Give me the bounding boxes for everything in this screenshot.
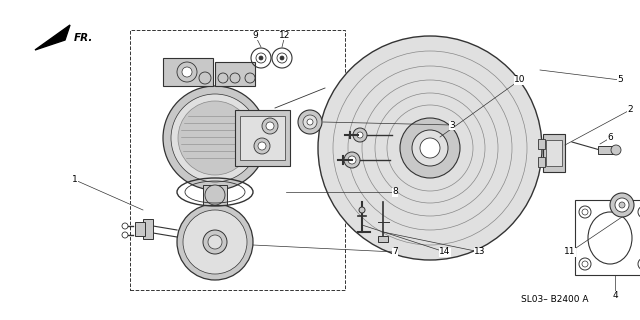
Circle shape	[280, 56, 284, 60]
Circle shape	[199, 72, 211, 84]
Circle shape	[163, 86, 267, 190]
Text: 8: 8	[392, 188, 398, 196]
Circle shape	[205, 185, 225, 205]
Bar	[538, 139, 545, 149]
Text: 5: 5	[617, 76, 623, 84]
Circle shape	[177, 204, 253, 280]
Circle shape	[400, 118, 460, 178]
Bar	[546, 140, 562, 166]
Text: 10: 10	[515, 76, 525, 84]
Circle shape	[582, 209, 588, 215]
Circle shape	[638, 258, 640, 270]
Bar	[130, 30, 345, 290]
Circle shape	[344, 152, 360, 168]
Text: 2: 2	[627, 106, 633, 115]
Bar	[538, 157, 545, 167]
Text: 6: 6	[607, 133, 613, 142]
Ellipse shape	[588, 212, 632, 264]
Circle shape	[258, 142, 266, 150]
Polygon shape	[35, 25, 70, 50]
Circle shape	[611, 145, 621, 155]
Bar	[135, 222, 145, 236]
Circle shape	[122, 232, 128, 238]
Bar	[598, 146, 616, 154]
Circle shape	[412, 130, 448, 166]
Circle shape	[615, 198, 629, 212]
Bar	[163, 58, 213, 86]
Circle shape	[178, 101, 252, 175]
Bar	[543, 134, 565, 172]
Text: 11: 11	[564, 247, 576, 257]
Circle shape	[298, 110, 322, 134]
Bar	[215, 62, 255, 86]
Circle shape	[579, 258, 591, 270]
Text: SL03– B2400 A: SL03– B2400 A	[521, 295, 589, 305]
Circle shape	[230, 73, 240, 83]
Circle shape	[619, 202, 625, 208]
Circle shape	[262, 118, 278, 134]
Circle shape	[208, 235, 222, 249]
Text: FR.: FR.	[74, 33, 93, 43]
Circle shape	[218, 73, 228, 83]
Circle shape	[266, 122, 274, 130]
Bar	[378, 236, 388, 242]
Text: 13: 13	[474, 247, 486, 257]
Text: 4: 4	[612, 291, 618, 300]
Text: 7: 7	[392, 247, 398, 257]
Bar	[235, 110, 290, 166]
Circle shape	[579, 206, 591, 218]
Text: 9: 9	[252, 30, 258, 39]
Bar	[240, 116, 285, 160]
Circle shape	[610, 193, 634, 217]
Text: 1: 1	[72, 175, 78, 185]
Circle shape	[183, 210, 247, 274]
Circle shape	[245, 73, 255, 83]
Circle shape	[348, 156, 356, 164]
Text: 3: 3	[449, 121, 455, 130]
Circle shape	[353, 128, 367, 142]
Circle shape	[638, 206, 640, 218]
Text: 14: 14	[439, 247, 451, 257]
Circle shape	[359, 207, 365, 213]
Bar	[203, 185, 227, 205]
Circle shape	[318, 36, 542, 260]
Bar	[575, 200, 640, 275]
Circle shape	[171, 94, 259, 182]
Circle shape	[259, 56, 263, 60]
Circle shape	[182, 67, 192, 77]
Circle shape	[303, 115, 317, 129]
Circle shape	[254, 138, 270, 154]
Circle shape	[203, 230, 227, 254]
Circle shape	[177, 62, 197, 82]
Bar	[143, 219, 153, 239]
Circle shape	[307, 119, 313, 125]
Circle shape	[420, 138, 440, 158]
Circle shape	[122, 223, 128, 229]
Circle shape	[357, 132, 363, 138]
Text: 12: 12	[279, 30, 291, 39]
Circle shape	[582, 261, 588, 267]
